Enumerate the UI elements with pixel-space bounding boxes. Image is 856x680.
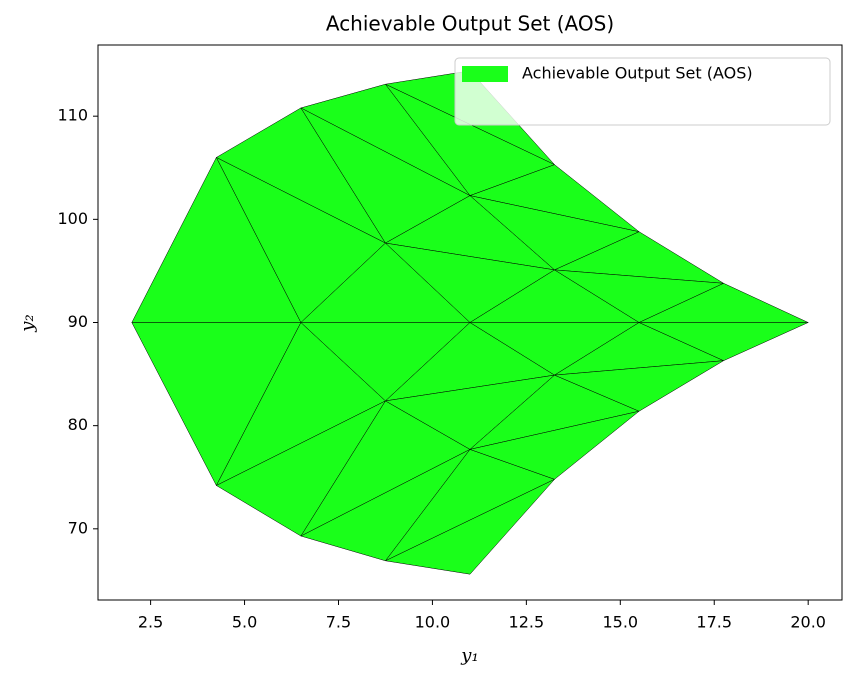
x-tick-label: 10.0 [415, 613, 451, 632]
y-axis-label: y₂ [17, 314, 38, 332]
y-tick-label: 100 [57, 209, 88, 228]
triangle [554, 360, 724, 412]
x-tick-label: 2.5 [138, 613, 163, 632]
x-tick-label: 20.0 [790, 613, 826, 632]
y-tick-label: 90 [68, 312, 88, 331]
legend-label: Achievable Output Set (AOS) [522, 64, 753, 83]
legend-box [454, 57, 831, 126]
chart-title: Achievable Output Set (AOS) [326, 12, 614, 36]
x-tick-label: 12.5 [509, 613, 545, 632]
legend-swatch [462, 66, 508, 82]
triangle [469, 410, 640, 480]
x-axis-label: y₁ [460, 645, 478, 666]
triangle [385, 479, 555, 575]
x-tick-label: 15.0 [602, 613, 638, 632]
y-tick-label: 110 [57, 106, 88, 125]
y-tick-label: 80 [68, 415, 88, 434]
x-tick-label: 5.0 [232, 613, 257, 632]
y-tick-label: 70 [68, 518, 88, 537]
x-tick-label: 17.5 [696, 613, 732, 632]
triangle [638, 322, 809, 361]
x-tick-label: 7.5 [326, 613, 351, 632]
